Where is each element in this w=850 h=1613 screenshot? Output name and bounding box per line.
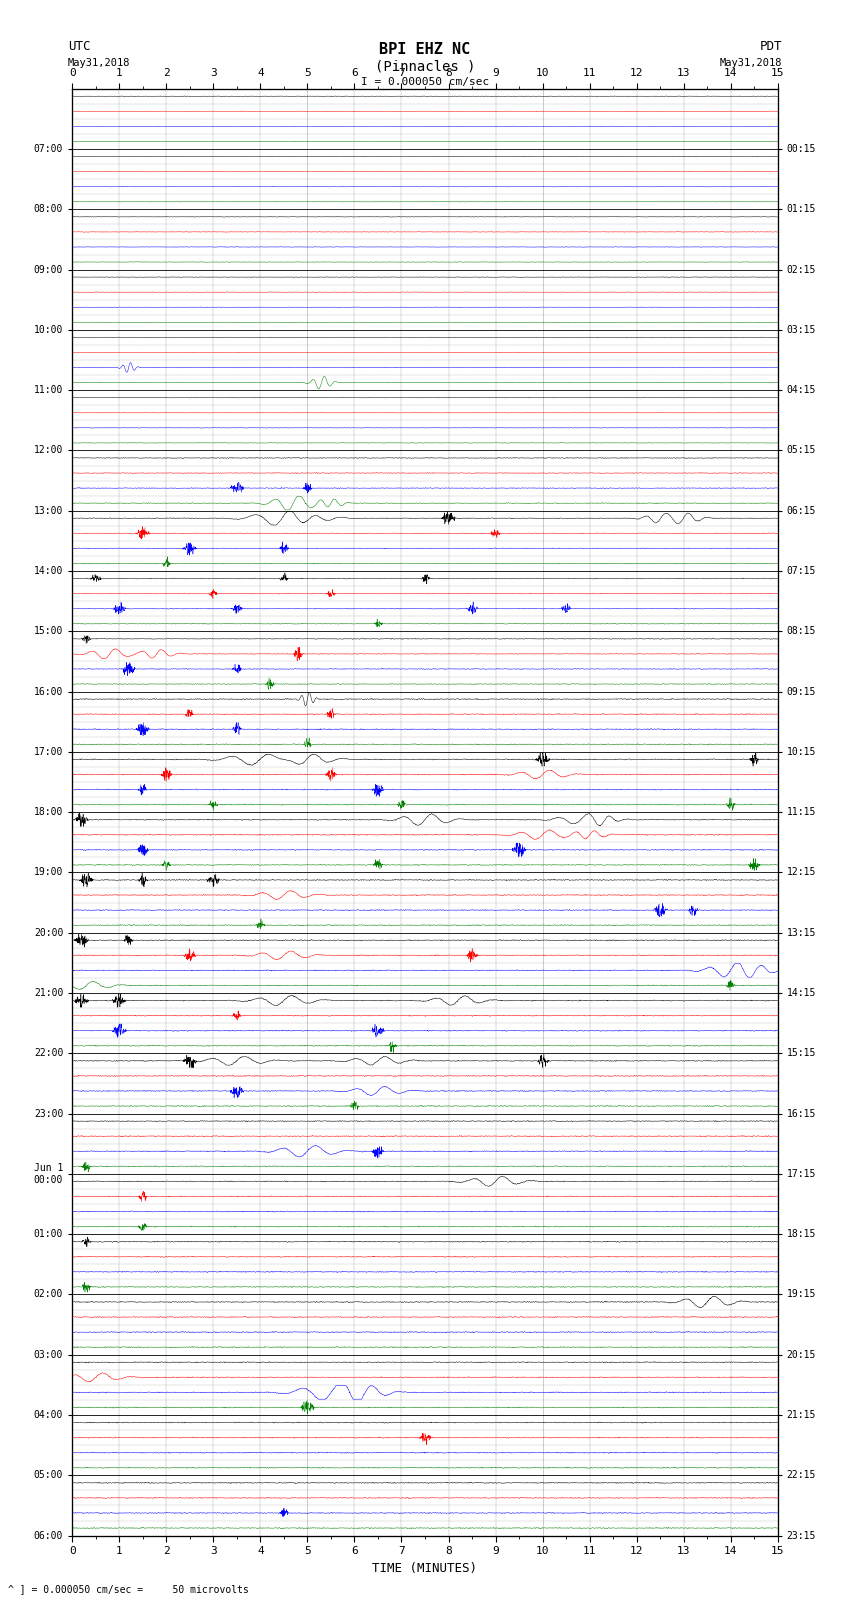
Text: I = 0.000050 cm/sec: I = 0.000050 cm/sec — [361, 77, 489, 87]
Text: (Pinnacles ): (Pinnacles ) — [375, 60, 475, 74]
Text: May31,2018: May31,2018 — [719, 58, 782, 68]
Text: May31,2018: May31,2018 — [68, 58, 131, 68]
Text: BPI EHZ NC: BPI EHZ NC — [379, 42, 471, 56]
Text: ^ ] = 0.000050 cm/sec =     50 microvolts: ^ ] = 0.000050 cm/sec = 50 microvolts — [8, 1584, 249, 1594]
Text: PDT: PDT — [760, 40, 782, 53]
Text: UTC: UTC — [68, 40, 90, 53]
X-axis label: TIME (MINUTES): TIME (MINUTES) — [372, 1561, 478, 1574]
